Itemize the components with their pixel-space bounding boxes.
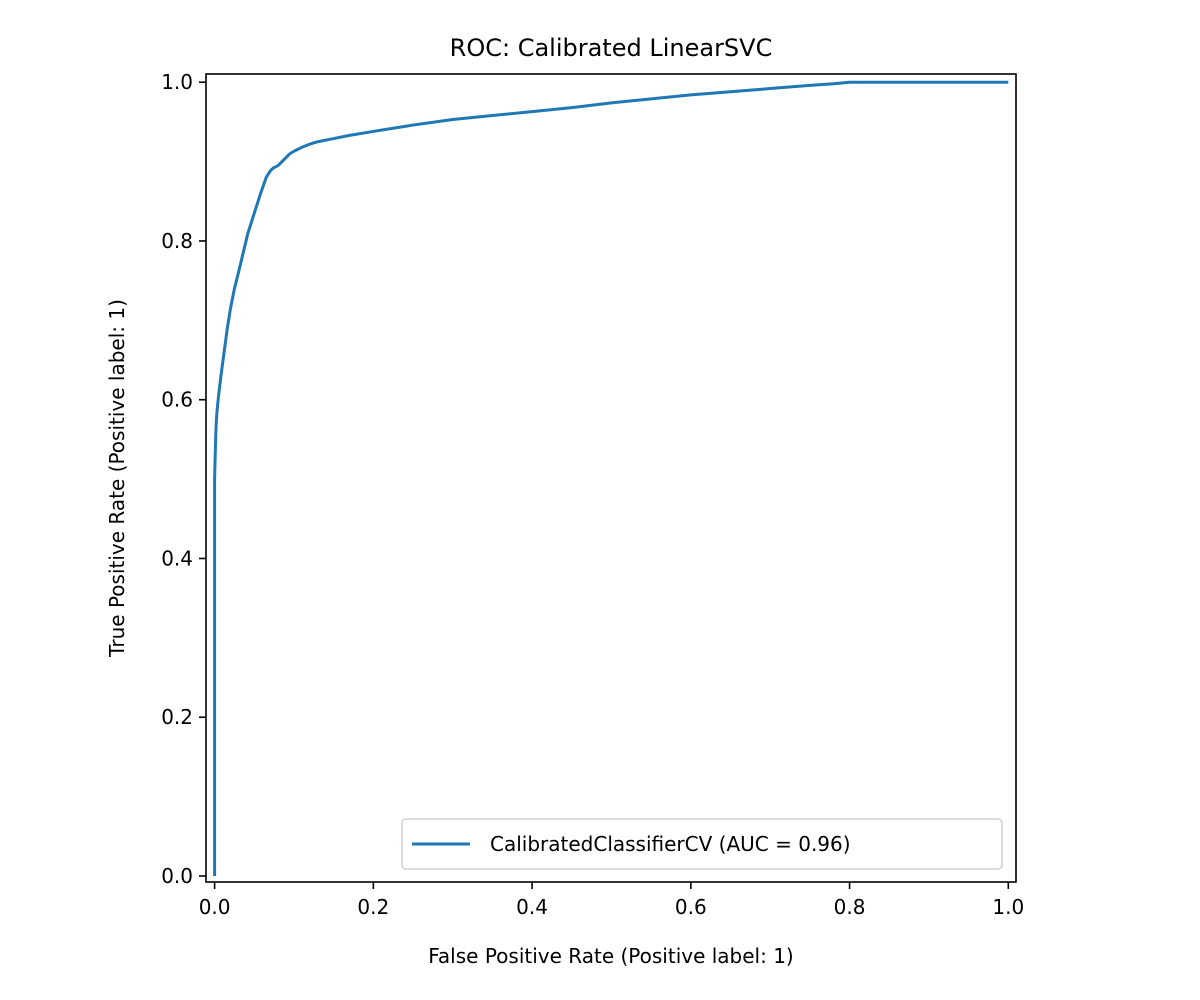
legend-box [401, 818, 1003, 870]
y-tick-label: 0.4 [161, 546, 193, 570]
x-axis-ticks: 0.0 0.2 0.4 0.6 0.8 1.0 [199, 882, 1024, 919]
y-tick-label: 0.8 [161, 229, 193, 253]
y-tick-label: 0.0 [161, 864, 193, 888]
x-tick-label: 0.2 [357, 895, 389, 919]
roc-curve-line [213, 80, 1009, 876]
y-axis-ticks: 0.0 0.2 0.4 0.6 0.8 1.0 [161, 70, 206, 888]
y-tick-label: 0.2 [161, 705, 193, 729]
legend-label: CalibratedClassifierCV (AUC = 0.96) [490, 832, 851, 856]
y-tick-label: 0.6 [161, 388, 193, 412]
series-layer [213, 80, 1009, 876]
y-axis-title: True Positive Rate (Positive label: 1) [105, 299, 129, 658]
plot-area: 0.0 0.2 0.4 0.6 0.8 1.0 0.0 0.2 0.4 0.6 0.8 1.0 [161, 70, 1024, 919]
x-tick-label: 0.4 [516, 895, 548, 919]
axes-frame [205, 73, 1017, 883]
x-tick-label: 0.8 [834, 895, 866, 919]
x-tick-label: 0.0 [199, 895, 231, 919]
x-axis-title: False Positive Rate (Positive label: 1) [428, 944, 794, 968]
x-tick-label: 1.0 [992, 895, 1024, 919]
chart-title: ROC: Calibrated LinearSVC [450, 34, 773, 62]
legend: CalibratedClassifierCV (AUC = 0.96) [401, 818, 1003, 870]
y-tick-label: 1.0 [161, 70, 193, 94]
x-tick-label: 0.6 [675, 895, 707, 919]
